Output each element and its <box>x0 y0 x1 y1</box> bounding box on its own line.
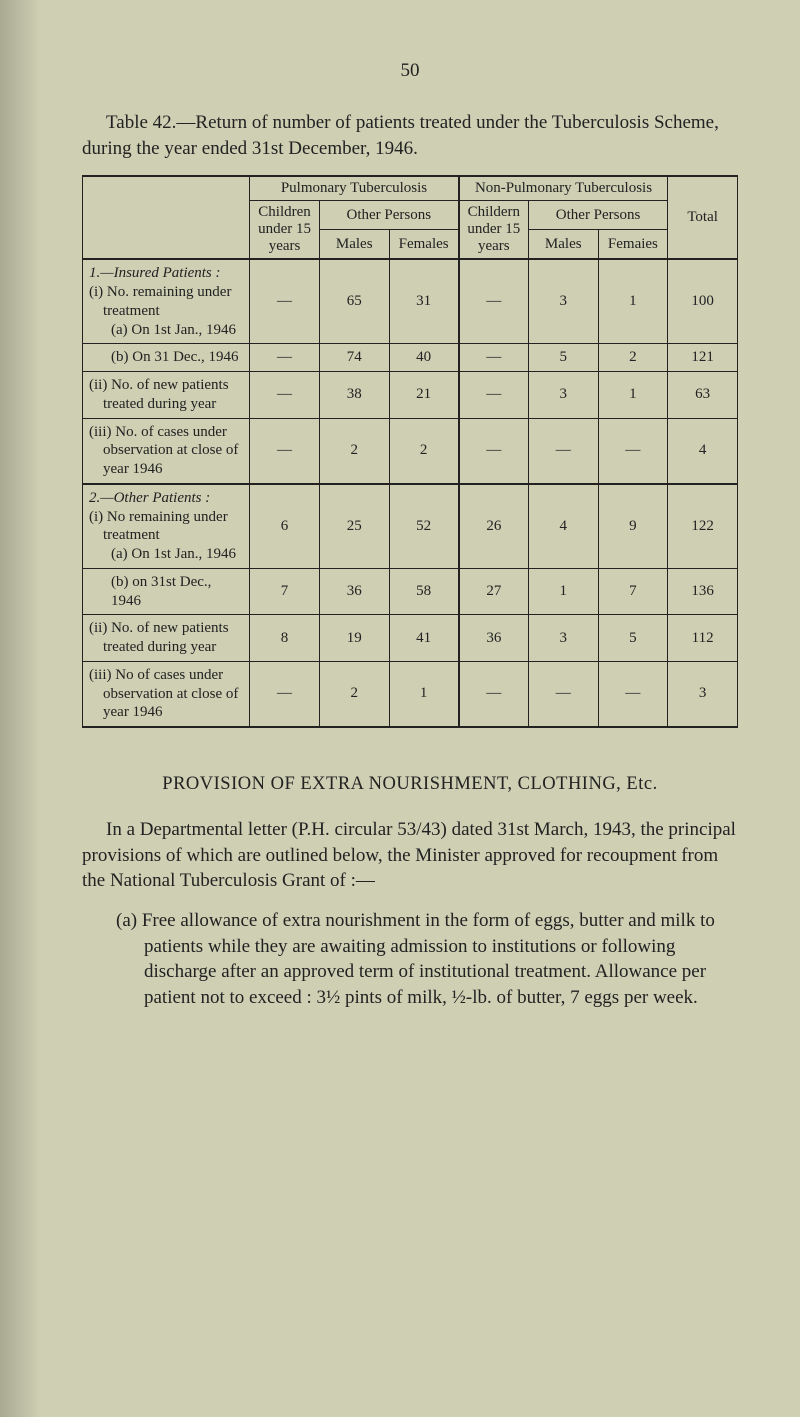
cell: 7 <box>598 568 668 615</box>
cell: 100 <box>668 259 738 344</box>
cell: — <box>459 259 529 344</box>
cell: 122 <box>668 484 738 569</box>
group2-iii: (iii) No of cases under observation at c… <box>89 666 243 722</box>
cell: 5 <box>598 615 668 662</box>
header-females-1: Females <box>389 230 459 260</box>
cell: 27 <box>459 568 529 615</box>
cell: — <box>528 418 598 484</box>
group1-ii: (ii) No. of new patients treated during … <box>89 376 243 414</box>
cell: 31 <box>389 259 459 344</box>
cell: 1 <box>598 372 668 419</box>
cell: — <box>250 344 320 372</box>
cell: — <box>598 418 668 484</box>
corner-cell <box>83 176 250 259</box>
item-marker: (a) <box>116 910 137 931</box>
cell: 2 <box>319 661 389 727</box>
list-item-a: (a) Free allowance of extra nourishment … <box>82 908 738 1011</box>
cell: — <box>459 372 529 419</box>
header-childern-under: Childern under 15 years <box>459 201 529 260</box>
group2-i-a: (a) On 1st Jan., 1946 <box>89 545 243 564</box>
cell: 3 <box>528 615 598 662</box>
cell: 121 <box>668 344 738 372</box>
cell: — <box>250 418 320 484</box>
group2-title: 2.—Other Patients : <box>89 490 210 506</box>
group1-i: (i) No. remaining under treatment <box>89 283 243 321</box>
rowlabel-1ii: (ii) No. of new patients treated during … <box>83 372 250 419</box>
cell: — <box>250 372 320 419</box>
section-title: PROVISION OF EXTRA NOURISHMENT, CLOTHING… <box>82 774 738 795</box>
cell: 1 <box>598 259 668 344</box>
group1-iii: (iii) No. of cases under observation at … <box>89 423 243 479</box>
header-nonpulmonary: Non-Pulmonary Tuberculosis <box>459 176 668 201</box>
group1-title: 1.—Insured Patients : <box>89 265 221 281</box>
cell: 136 <box>668 568 738 615</box>
cell: 2 <box>389 418 459 484</box>
cell: 65 <box>319 259 389 344</box>
cell: 52 <box>389 484 459 569</box>
cell: 4 <box>528 484 598 569</box>
header-males-2: Males <box>528 230 598 260</box>
cell: — <box>459 344 529 372</box>
header-other-persons-2: Other Persons <box>528 201 667 230</box>
rowlabel-1iii: (iii) No. of cases under observation at … <box>83 418 250 484</box>
header-total: Total <box>668 176 738 259</box>
cell: 3 <box>668 661 738 727</box>
cell: 21 <box>389 372 459 419</box>
cell: 4 <box>668 418 738 484</box>
cell: 19 <box>319 615 389 662</box>
table-caption: Table 42.—Return of number of patients t… <box>82 110 738 161</box>
header-children-under: Children under 15 years <box>250 201 320 260</box>
cell: 3 <box>528 372 598 419</box>
group1-i-b: (b) On 31 Dec., 1946 <box>89 348 243 367</box>
cell: — <box>250 661 320 727</box>
rowlabel-2a: 2.—Other Patients : (i) No remaining und… <box>83 484 250 569</box>
paragraph-1: In a Departmental letter (P.H. circular … <box>82 817 738 894</box>
cell: 1 <box>389 661 459 727</box>
cell: — <box>459 418 529 484</box>
cell: 2 <box>598 344 668 372</box>
cell: 38 <box>319 372 389 419</box>
group1-i-a: (a) On 1st Jan., 1946 <box>89 321 243 340</box>
cell: 74 <box>319 344 389 372</box>
group2-i-b: (b) on 31st Dec., 1946 <box>89 573 243 611</box>
cell: 9 <box>598 484 668 569</box>
cell: — <box>528 661 598 727</box>
cell: — <box>250 259 320 344</box>
item-text: Free allowance of extra nourishment in t… <box>142 910 715 1008</box>
cell: 1 <box>528 568 598 615</box>
cell: 2 <box>319 418 389 484</box>
cell: 5 <box>528 344 598 372</box>
cell: 58 <box>389 568 459 615</box>
group2-i: (i) No remaining under treatment <box>89 508 243 546</box>
cell: 7 <box>250 568 320 615</box>
cell: 63 <box>668 372 738 419</box>
cell: — <box>459 661 529 727</box>
header-pulmonary: Pulmonary Tuberculosis <box>250 176 459 201</box>
cell: 8 <box>250 615 320 662</box>
header-other-persons-1: Other Persons <box>319 201 458 230</box>
header-males-1: Males <box>319 230 389 260</box>
rowlabel-1b: (b) On 31 Dec., 1946 <box>83 344 250 372</box>
tuberculosis-table: Pulmonary Tuberculosis Non-Pulmonary Tub… <box>82 175 738 728</box>
cell: 36 <box>459 615 529 662</box>
cell: 36 <box>319 568 389 615</box>
group2-ii: (ii) No. of new patients treated during … <box>89 619 243 657</box>
cell: 112 <box>668 615 738 662</box>
cell: — <box>598 661 668 727</box>
cell: 6 <box>250 484 320 569</box>
rowlabel-2ii: (ii) No. of new patients treated during … <box>83 615 250 662</box>
cell: 3 <box>528 259 598 344</box>
rowlabel-1a: 1.—Insured Patients : (i) No. remaining … <box>83 259 250 344</box>
rowlabel-2b: (b) on 31st Dec., 1946 <box>83 568 250 615</box>
cell: 41 <box>389 615 459 662</box>
rowlabel-2iii: (iii) No of cases under observation at c… <box>83 661 250 727</box>
cell: 26 <box>459 484 529 569</box>
page-number: 50 <box>82 60 738 82</box>
cell: 25 <box>319 484 389 569</box>
cell: 40 <box>389 344 459 372</box>
header-femaies: Femaies <box>598 230 668 260</box>
